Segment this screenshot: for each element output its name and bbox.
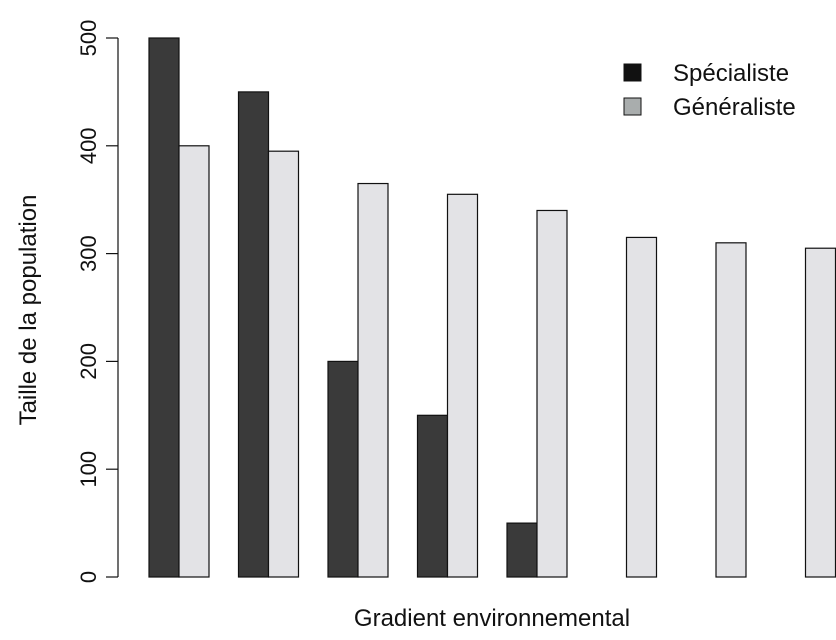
bar-series-2-group-1 (178, 145, 210, 578)
y-axis-label: Taille de la population (15, 195, 42, 426)
y-tick-label: 200 (76, 343, 101, 380)
bar-series-2-group-5 (536, 209, 568, 578)
bar-series-1-group-3 (327, 360, 359, 578)
x-axis-label: Gradient environnemental (354, 605, 630, 632)
bar-series-2-group-8 (804, 247, 836, 578)
bar-series-2-group-6 (625, 236, 658, 578)
y-tick-label: 100 (76, 451, 101, 488)
bar-series-2-group-3 (357, 182, 389, 578)
bar-series-1-group-4 (416, 414, 449, 578)
bar-series-2-group-7 (715, 242, 747, 578)
bar-series-2-group-4 (446, 193, 479, 578)
legend-label-1: Spécialiste (673, 60, 789, 87)
legend-label-2: Généraliste (673, 94, 796, 121)
y-tick-label: 0 (76, 571, 101, 583)
y-tick-label: 300 (76, 235, 101, 272)
bar-series-1-group-5 (506, 522, 538, 578)
y-ticks: 0 100 200 300 400 500 (76, 20, 118, 583)
bar-series-1-group-1 (148, 37, 180, 578)
y-tick-label: 500 (76, 20, 101, 57)
legend-swatch-1 (623, 63, 642, 82)
y-tick-label: 400 (76, 127, 101, 164)
y-axis: 0 100 200 300 400 500 (76, 20, 119, 583)
bar-series-1-group-2 (237, 91, 270, 578)
bar-series-2-group-2 (267, 150, 300, 578)
legend-swatch-2 (623, 97, 642, 116)
bars (148, 37, 836, 578)
legend: Spécialiste Généraliste (623, 60, 796, 121)
